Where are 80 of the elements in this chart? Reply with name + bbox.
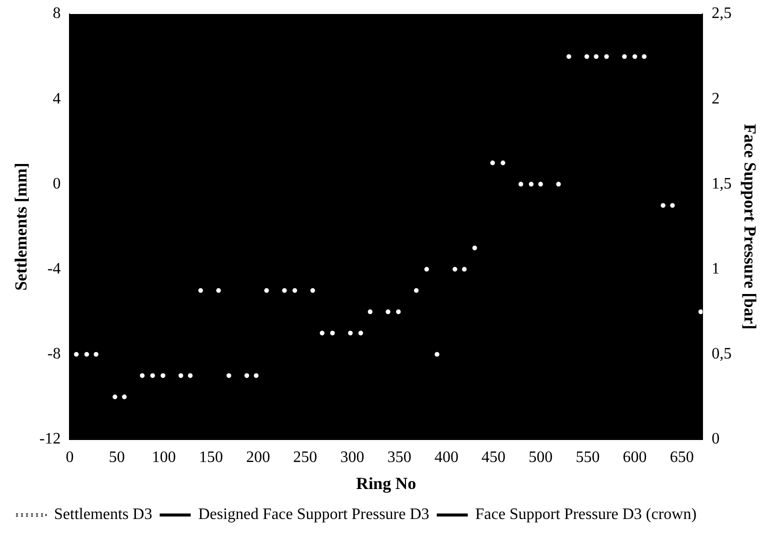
point <box>348 330 353 336</box>
y-tick-label: 4 <box>52 90 61 108</box>
point <box>698 309 703 314</box>
point <box>386 309 390 314</box>
point <box>330 330 335 336</box>
y-tick-label: -12 <box>39 430 61 448</box>
y2-tick-label: 1,5 <box>712 175 732 192</box>
y2-tick-label: 0,5 <box>712 346 732 363</box>
x-tick-label: 150 <box>198 449 223 466</box>
point <box>74 352 79 357</box>
point <box>538 182 543 187</box>
point <box>518 182 524 187</box>
point <box>670 203 675 208</box>
x-tick-label: 100 <box>152 449 176 466</box>
point <box>254 373 259 378</box>
x-tick-label: 200 <box>246 449 270 466</box>
point <box>584 54 590 59</box>
point <box>282 288 287 293</box>
point <box>112 394 118 400</box>
x-tick-label: 350 <box>387 449 412 466</box>
point <box>604 54 609 59</box>
point <box>226 373 232 378</box>
y-tick-label: 8 <box>52 5 61 22</box>
point <box>178 373 184 378</box>
point <box>188 373 193 378</box>
point <box>528 182 534 187</box>
point <box>594 54 599 59</box>
point <box>216 288 221 293</box>
x-tick-label: 0 <box>66 449 74 466</box>
point <box>424 266 430 272</box>
y-tick-label: -8 <box>47 346 61 363</box>
y2-tick-label: 2,5 <box>712 5 732 22</box>
x-tick-label: 450 <box>482 449 506 466</box>
point <box>244 373 250 378</box>
point <box>122 394 127 400</box>
point <box>414 288 419 293</box>
point <box>642 54 647 59</box>
x-tick-label: 400 <box>434 449 458 466</box>
point <box>566 54 572 59</box>
legend-label: Settlements D3 <box>54 506 152 524</box>
point <box>490 160 495 166</box>
legend-label: Face Support Pressure D3 (crown) <box>475 506 697 524</box>
point <box>198 288 203 293</box>
x-tick-label: 250 <box>293 449 318 466</box>
point <box>264 288 269 293</box>
y2-tick-label: 0 <box>712 430 720 448</box>
point <box>160 373 166 378</box>
point <box>320 330 324 336</box>
point <box>622 54 627 59</box>
x-tick-label: 650 <box>670 449 694 466</box>
x-axis-title: Ring No <box>356 474 416 494</box>
point <box>150 373 155 378</box>
point <box>632 54 638 59</box>
x-tick-label: 300 <box>340 449 364 466</box>
point <box>462 266 467 272</box>
point <box>434 352 440 357</box>
point <box>368 309 373 314</box>
point <box>472 246 478 250</box>
point <box>358 330 364 336</box>
point <box>140 373 145 378</box>
y2-tick-label: 2 <box>712 90 720 108</box>
point <box>556 182 561 187</box>
y2-axis-title: Face Support Pressure [bar] <box>740 124 760 330</box>
point <box>452 266 458 272</box>
y-tick-label: -4 <box>47 260 61 278</box>
y-tick-label: 0 <box>52 175 61 192</box>
point <box>310 288 316 293</box>
point <box>396 309 401 314</box>
y2-tick-label: 1 <box>712 260 720 278</box>
x-tick-label: 600 <box>622 449 647 466</box>
x-tick-label: 500 <box>528 449 553 466</box>
point <box>660 203 666 208</box>
point <box>500 160 506 166</box>
x-tick-label: 50 <box>108 449 125 466</box>
x-tick-label: 550 <box>576 449 600 466</box>
point <box>94 352 98 357</box>
point <box>84 352 90 357</box>
point <box>292 288 298 293</box>
legend-label: Designed Face Support Pressure D3 <box>198 506 430 524</box>
y-axis-title: Settlements [mm] <box>12 162 31 291</box>
